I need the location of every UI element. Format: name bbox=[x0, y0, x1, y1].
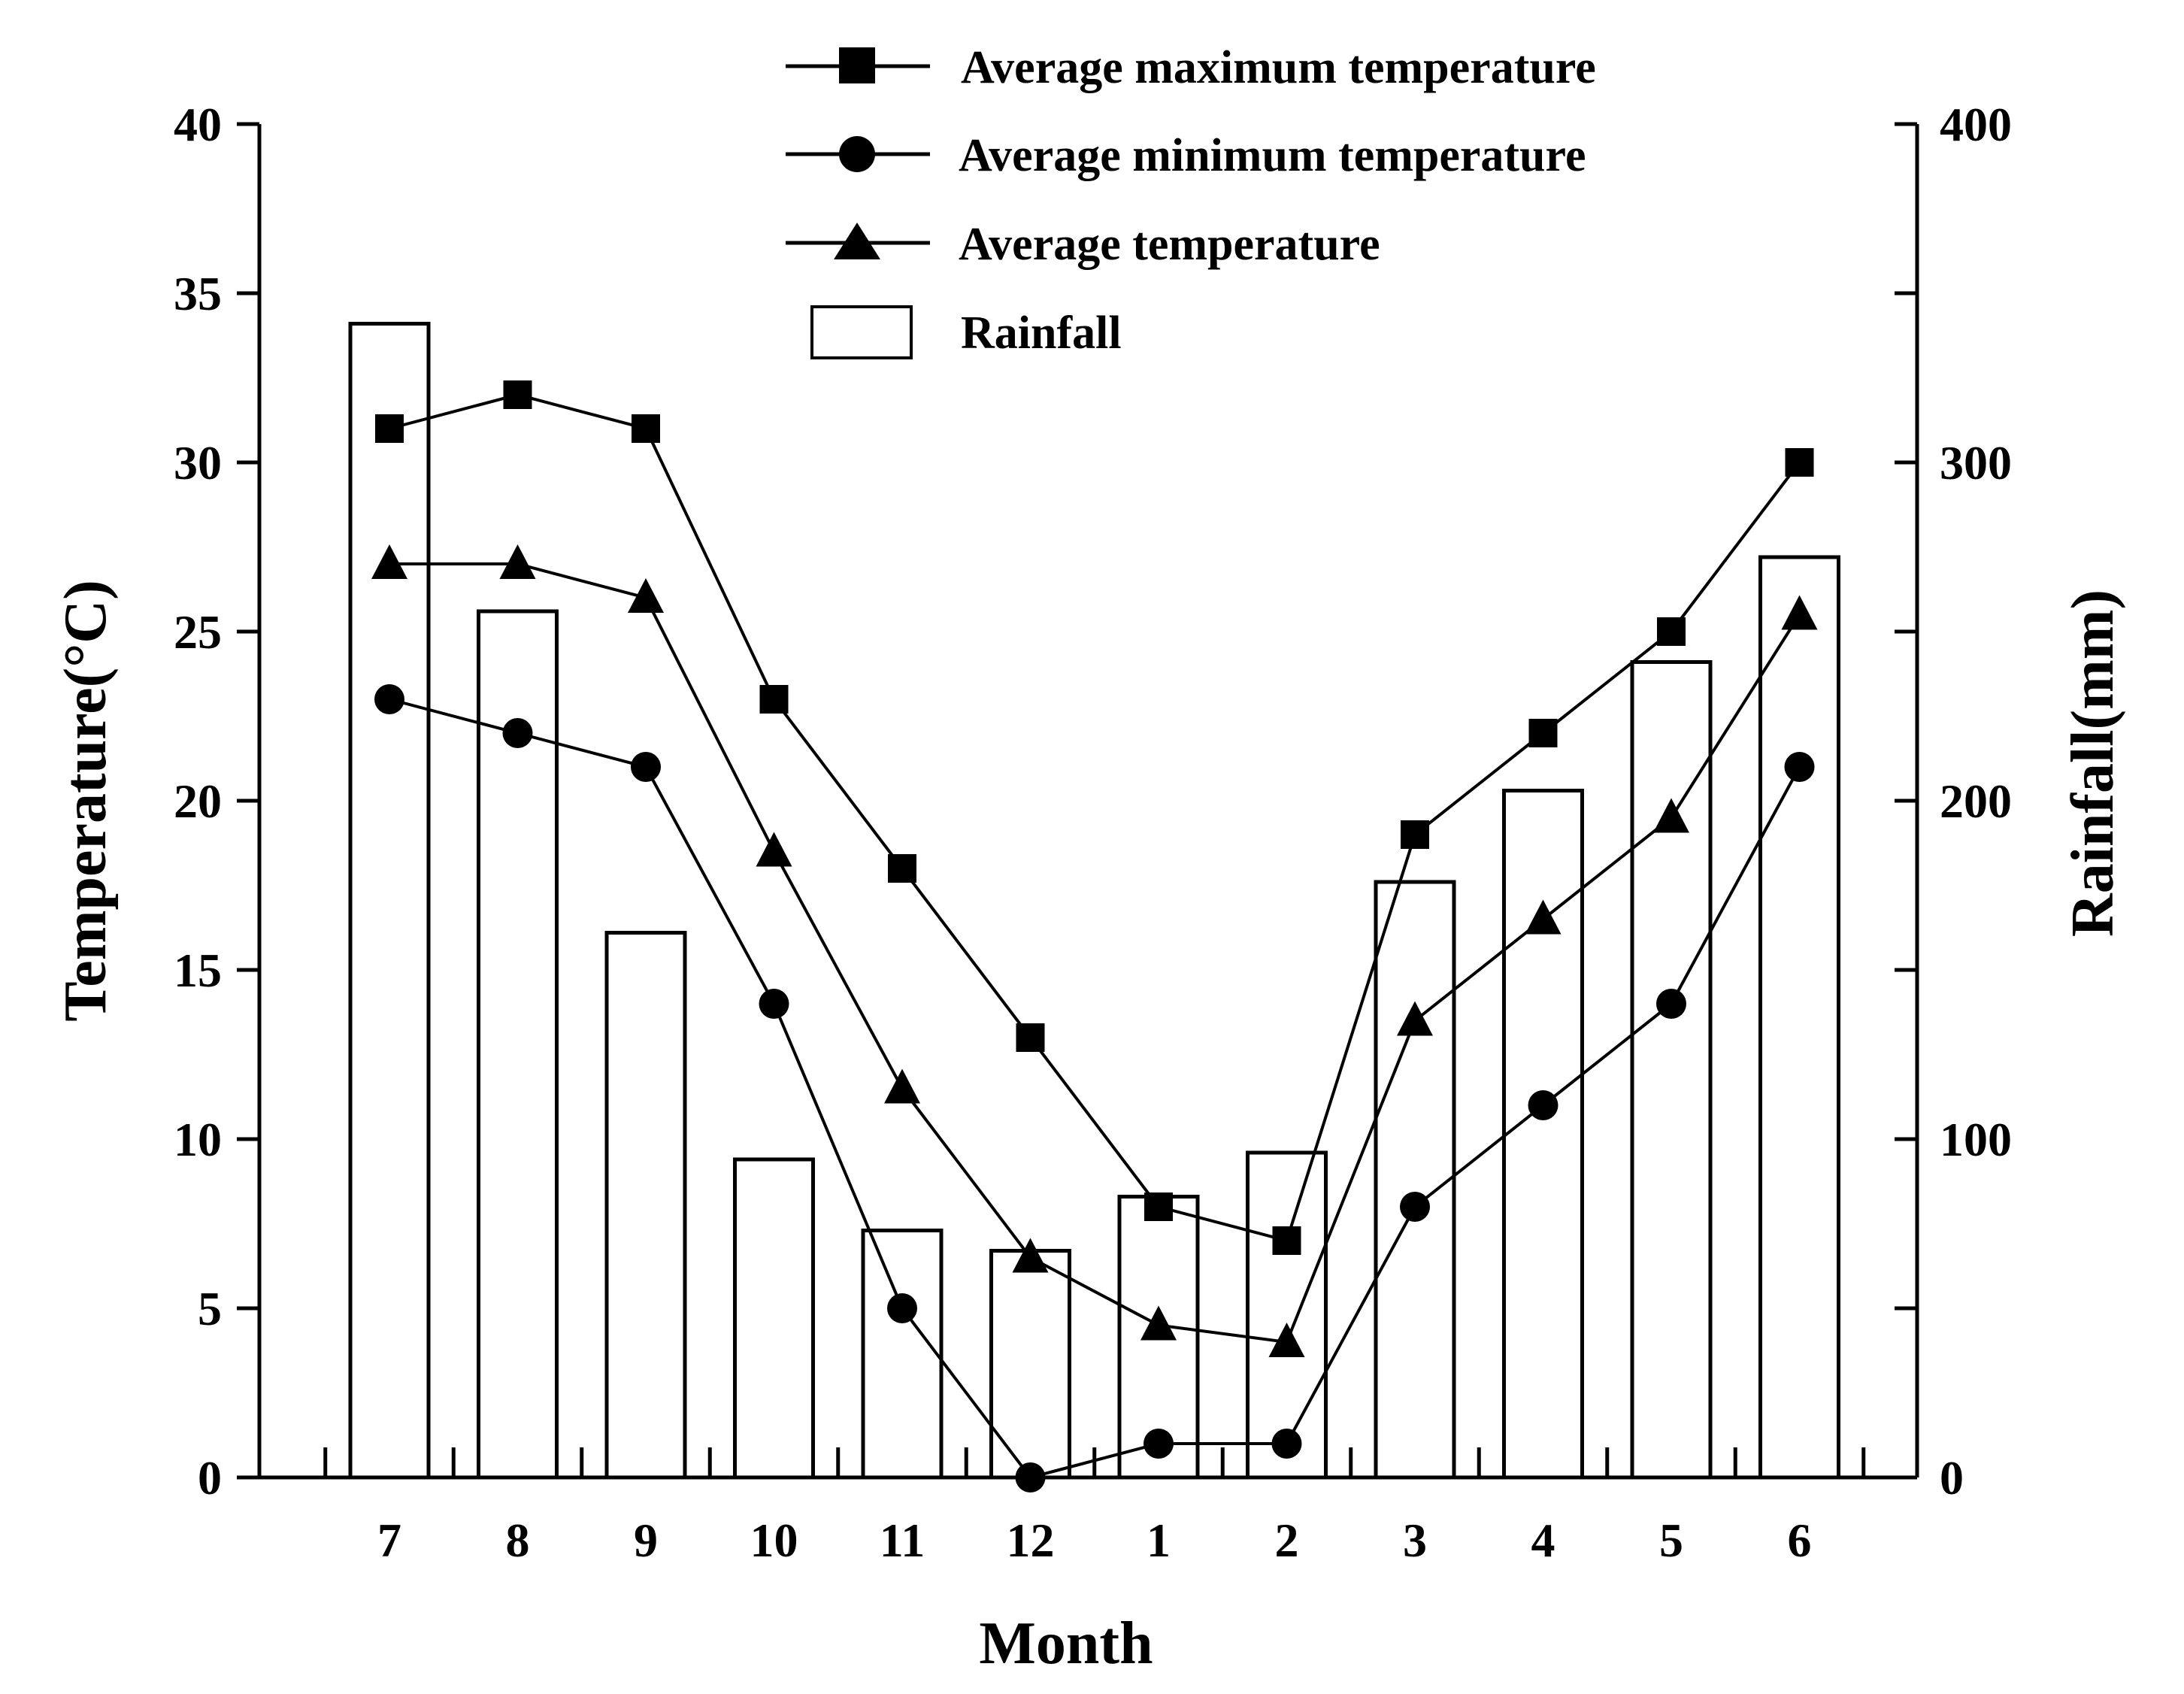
temperature-markers bbox=[371, 380, 1818, 1492]
x-axis-title: Month bbox=[979, 1611, 1153, 1677]
y-right-tick-label: 400 bbox=[1940, 98, 2012, 151]
bar-swatch-icon bbox=[810, 305, 913, 359]
min-temp-point bbox=[1015, 1462, 1046, 1492]
avg-temp-point bbox=[1140, 1305, 1177, 1341]
max-temp-point bbox=[1401, 820, 1429, 849]
x-tick-label: 1 bbox=[1147, 1514, 1171, 1567]
avg-temp-point bbox=[499, 544, 536, 579]
legend-item-min: Average minimum temperature bbox=[786, 130, 1586, 181]
x-tick-label: 12 bbox=[1007, 1514, 1055, 1567]
rainfall-bar bbox=[1758, 555, 1840, 1480]
min-temp-point bbox=[502, 718, 533, 748]
legend-item-max: Average maximum temperature bbox=[786, 42, 1596, 93]
x-tick-label: 8 bbox=[506, 1514, 530, 1567]
y-left-tick-label: 30 bbox=[174, 436, 222, 489]
min-temp-point bbox=[1656, 989, 1686, 1019]
circle-marker-icon bbox=[839, 136, 875, 172]
y-left-tick-label: 35 bbox=[174, 267, 222, 320]
rainfall-bar bbox=[1630, 660, 1713, 1480]
min-temp-point bbox=[1143, 1429, 1174, 1459]
x-tick-label: 11 bbox=[880, 1514, 925, 1567]
max-temp-point bbox=[1144, 1192, 1173, 1221]
legend-label-rainfall: Rainfall bbox=[961, 308, 1122, 359]
avg-temp-point bbox=[1525, 899, 1562, 935]
min-temp-point bbox=[887, 1293, 917, 1323]
x-tick-label: 6 bbox=[1788, 1514, 1812, 1567]
series-line bbox=[389, 698, 1801, 1480]
legend-label-max: Average maximum temperature bbox=[961, 42, 1596, 93]
max-temp-point bbox=[1016, 1023, 1045, 1052]
rainfall-bar bbox=[989, 1249, 1071, 1480]
y-left-tick-label: 0 bbox=[198, 1451, 222, 1505]
x-tick-label: 7 bbox=[377, 1514, 401, 1567]
y-left-tick-label: 5 bbox=[198, 1282, 222, 1335]
y-left-tick-label: 25 bbox=[174, 605, 222, 659]
square-marker-icon bbox=[839, 47, 875, 83]
rainfall-bar bbox=[348, 322, 431, 1480]
legend-item-avg: Average temperature bbox=[786, 219, 1380, 270]
avg-temp-point bbox=[1012, 1238, 1049, 1273]
max-temp-point bbox=[632, 414, 660, 443]
avg-temp-point bbox=[371, 544, 407, 579]
y-left-tick-label: 40 bbox=[174, 98, 222, 151]
max-temp-point bbox=[1657, 617, 1686, 646]
series-line bbox=[389, 562, 1801, 1344]
x-tick-label: 5 bbox=[1659, 1514, 1683, 1567]
x-tick-label: 2 bbox=[1275, 1514, 1299, 1567]
min-temp-point bbox=[759, 989, 789, 1019]
max-temp-point bbox=[759, 685, 789, 714]
y-right-tick-label: 0 bbox=[1940, 1451, 1964, 1505]
avg-temp-point bbox=[1781, 595, 1818, 630]
min-temp-point bbox=[1400, 1192, 1430, 1222]
y-right-tick-label: 300 bbox=[1940, 436, 2012, 489]
avg-temp-point bbox=[1268, 1323, 1305, 1357]
rainfall-bar bbox=[733, 1157, 815, 1480]
rainfall-bars bbox=[348, 322, 1840, 1480]
series-line bbox=[389, 392, 1801, 1243]
max-temp-point bbox=[375, 414, 404, 443]
y-left-tick-label: 15 bbox=[174, 944, 222, 997]
rainfall-bar bbox=[861, 1229, 944, 1480]
avg-temp-point bbox=[1397, 1001, 1433, 1036]
avg-temp-point bbox=[1653, 798, 1689, 833]
avg-temp-point bbox=[756, 832, 792, 867]
max-temp-point bbox=[888, 854, 916, 883]
rainfall-bar bbox=[1502, 789, 1584, 1480]
legend-label-min: Average minimum temperature bbox=[959, 130, 1586, 181]
min-temp-point bbox=[631, 752, 661, 782]
max-temp-point bbox=[503, 380, 532, 409]
legend: Average maximum temperature Average mini… bbox=[786, 42, 1596, 359]
y-left-tick-label: 20 bbox=[174, 774, 222, 828]
min-temp-point bbox=[374, 684, 404, 714]
avg-temp-point bbox=[884, 1068, 920, 1104]
min-temp-point bbox=[1784, 752, 1815, 782]
y-right-tick-label: 100 bbox=[1940, 1113, 2012, 1166]
min-temp-point bbox=[1528, 1090, 1558, 1120]
legend-item-rainfall: Rainfall bbox=[810, 305, 1122, 359]
rainfall-bar bbox=[477, 609, 559, 1480]
y-right-tick-label: 200 bbox=[1940, 774, 2012, 828]
y-axis-right-title: Rainfall(mm) bbox=[2060, 589, 2126, 937]
rainfall-bar bbox=[604, 931, 687, 1480]
max-temp-point bbox=[1528, 719, 1558, 747]
x-tick-label: 9 bbox=[634, 1514, 658, 1567]
x-tick-label: 10 bbox=[750, 1514, 798, 1567]
x-tick-label: 4 bbox=[1531, 1514, 1555, 1567]
max-temp-point bbox=[1272, 1226, 1301, 1255]
rainfall-bar bbox=[1374, 880, 1456, 1480]
x-tick-label: 3 bbox=[1403, 1514, 1427, 1567]
min-temp-point bbox=[1271, 1429, 1302, 1459]
rainfall-bar bbox=[1246, 1150, 1328, 1480]
y-left-tick-label: 10 bbox=[174, 1113, 222, 1166]
triangle-marker-icon bbox=[834, 223, 880, 259]
max-temp-point bbox=[1785, 448, 1814, 477]
y-axis-left-title: Temperature(°C) bbox=[53, 580, 119, 1021]
legend-label-avg: Average temperature bbox=[959, 219, 1380, 270]
temperature-lines bbox=[389, 392, 1801, 1480]
avg-temp-point bbox=[628, 578, 664, 613]
